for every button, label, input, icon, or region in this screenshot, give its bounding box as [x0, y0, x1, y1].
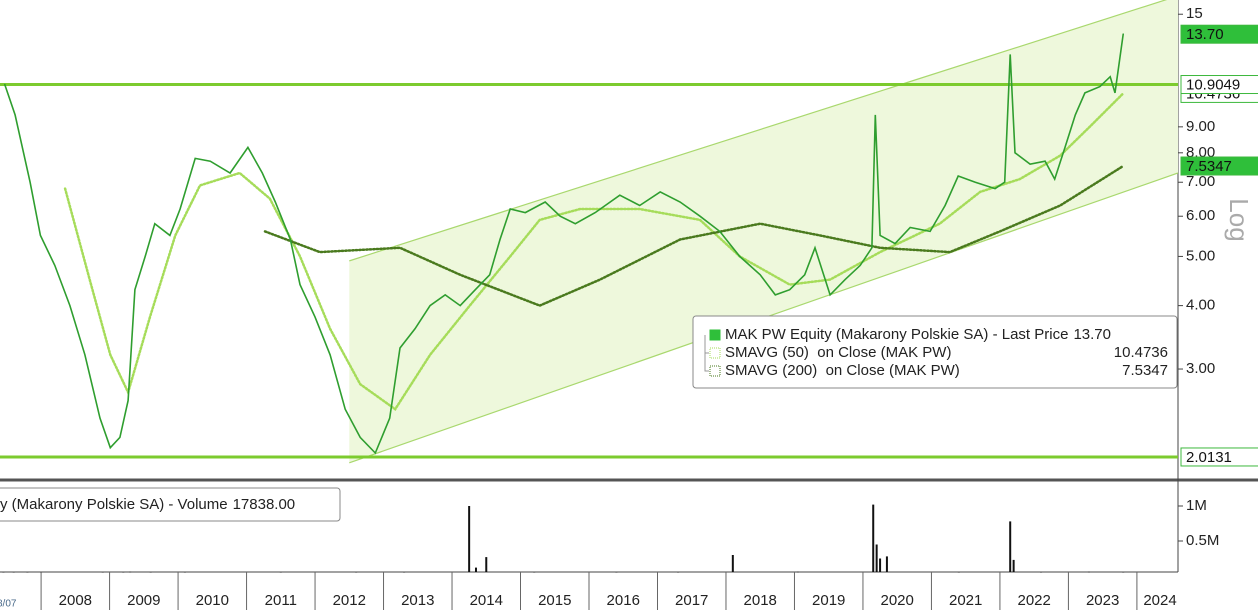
volume-legend-box [0, 487, 341, 522]
volume-bar [1087, 571, 1090, 573]
volume-bar [101, 572, 104, 573]
legend-box [692, 315, 1178, 389]
value-tag-label: 10.9049 [1186, 76, 1240, 93]
volume-y-tick-label: 1M [1186, 497, 1207, 514]
legend-swatch [709, 365, 721, 377]
value-tag-label: 2.0131 [1186, 449, 1232, 466]
volume-bar [149, 572, 152, 573]
volume-bar [1122, 572, 1125, 573]
legend-tree [704, 335, 709, 372]
x-tick-label: 2021 [949, 592, 982, 609]
volume-bar [875, 544, 878, 572]
volume-bar [122, 572, 125, 573]
y-tick-label: 15 [1186, 5, 1203, 22]
y-tick-label: 9.00 [1186, 118, 1215, 135]
volume-bar [1040, 572, 1043, 573]
volume-bar [129, 571, 132, 573]
volume-bar [355, 572, 358, 573]
volume-bar [183, 572, 186, 573]
channel-fill [349, 0, 1178, 463]
x-tick-label: 2012 [333, 592, 366, 609]
volume-bar [731, 555, 734, 572]
volume-legend-value: 17838.00 [233, 496, 296, 513]
x-tick-label: 2015 [538, 592, 571, 609]
volume-bar [2, 572, 5, 573]
value-tag [1180, 447, 1258, 467]
legend-value: 10.4736 [1114, 344, 1168, 361]
volume-bar [279, 572, 282, 573]
volume-bar [403, 572, 406, 573]
x-tick-label: 2016 [607, 592, 640, 609]
value-tag [1180, 156, 1258, 176]
scale-label: Log [1224, 198, 1254, 241]
volume-bar [796, 571, 799, 573]
x-tick-label: 2023 [1086, 592, 1119, 609]
x-tick-label: 2019 [812, 592, 845, 609]
x-tick-label: 2017 [675, 592, 708, 609]
x-tick-label: 2008 [59, 592, 92, 609]
legend-label: SMAVG (200) on Close (MAK PW) [725, 362, 960, 379]
legend-value: 13.70 [1073, 326, 1111, 343]
value-tag [1180, 75, 1258, 95]
price-line [4, 33, 1124, 455]
x-tick-label: 2020 [881, 592, 914, 609]
legend-label: SMAVG (50) on Close (MAK PW) [725, 344, 951, 361]
x-tick-label: 2024 [1143, 592, 1176, 609]
x-tick-label: 2014 [470, 592, 503, 609]
price-plot [0, 0, 1178, 464]
volume-legend: y (Makarony Polskie SA) - Volume 17838.00 [0, 487, 341, 522]
value-tag-label: 7.5347 [1186, 158, 1232, 175]
volume-bar [1012, 559, 1015, 572]
y-tick-label: 4.00 [1186, 297, 1215, 314]
y-tick-label: 3.00 [1186, 360, 1215, 377]
volume-bar [872, 504, 875, 572]
volume-bar [615, 572, 618, 573]
y-tick-label: 6.00 [1186, 207, 1215, 224]
legend: MAK PW Equity (Makarony Polskie SA) - La… [692, 315, 1178, 389]
x-tick-label: 2022 [1017, 592, 1050, 609]
x-tick-label: 2011 [265, 592, 297, 609]
volume-bar [1009, 521, 1012, 572]
volume-bar [879, 558, 882, 572]
legend-swatch [709, 329, 721, 341]
volume-legend-label: y (Makarony Polskie SA) - Volume [0, 496, 228, 513]
price-panel [0, 0, 1178, 464]
volume-y-tick-label: 0.5M [1186, 532, 1219, 549]
volume-bar [12, 572, 15, 573]
x-tick-label: 2013 [401, 592, 434, 609]
y-tick-label: 7.00 [1186, 173, 1215, 190]
volume-bar [26, 572, 29, 573]
volume-bar [468, 506, 471, 572]
x-tick-label: 2010 [196, 592, 229, 609]
value-tag [1180, 24, 1258, 44]
volume-bar [957, 572, 960, 573]
volume-bar [485, 557, 488, 572]
legend-value: 7.5347 [1122, 362, 1168, 379]
volume-bar [885, 556, 888, 572]
legend-label: MAK PW Equity (Makarony Polskie SA) - La… [725, 326, 1068, 343]
x-tick-label: 2018 [744, 592, 777, 609]
x-start-label: 8/07 [0, 599, 17, 610]
sma-line [63, 92, 1125, 411]
channel-upper [349, 0, 1168, 262]
legend-swatch [709, 347, 721, 359]
volume-bar [677, 572, 680, 573]
y-tick-label: 5.00 [1186, 247, 1215, 264]
x-tick-label: 2009 [127, 592, 160, 609]
value-tag-label: 13.70 [1186, 26, 1224, 43]
volume-bar [533, 572, 536, 573]
volume-bar [474, 567, 477, 572]
